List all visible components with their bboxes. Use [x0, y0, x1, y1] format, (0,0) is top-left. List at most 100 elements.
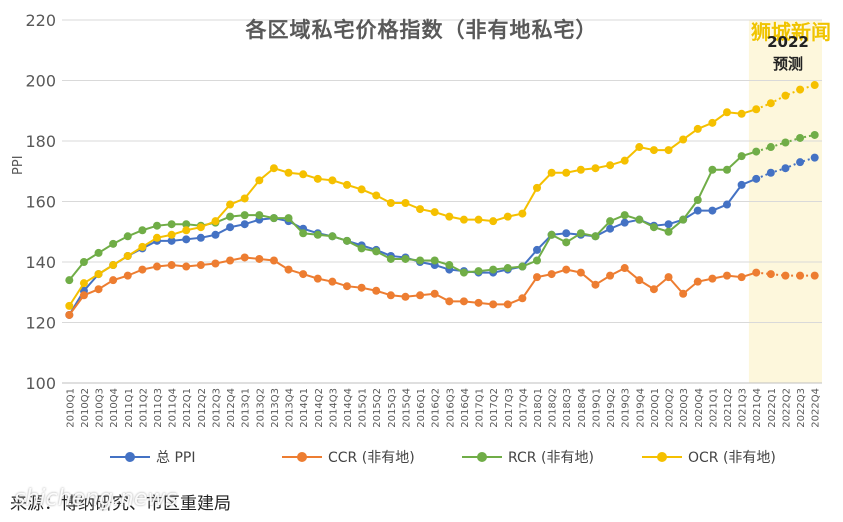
data-point-rcr — [123, 232, 132, 241]
y-tick-label: 220 — [25, 11, 56, 30]
data-point-rcr — [474, 267, 483, 276]
x-tick-label: 2011Q4 — [168, 388, 179, 428]
data-point-ocr — [386, 199, 395, 208]
data-point-ppi — [167, 236, 176, 245]
data-point-ocr — [591, 164, 600, 173]
data-point-ocr — [518, 209, 527, 218]
data-point-ocr — [401, 199, 410, 208]
data-point-ccr — [766, 270, 775, 279]
data-point-ocr — [562, 168, 571, 177]
forecast-year-label: 2022 — [767, 33, 809, 51]
data-point-ccr — [649, 285, 658, 294]
x-tick-label: 2012Q2 — [197, 388, 208, 428]
data-point-ppi — [708, 206, 717, 215]
x-tick-label: 2018Q2 — [548, 388, 559, 428]
data-point-ccr — [196, 261, 205, 270]
legend-item-ocr: OCR (非有地) — [642, 447, 822, 467]
data-point-ccr — [299, 270, 308, 279]
watermark-bottom: shicheng.news — [14, 486, 177, 511]
data-point-ccr — [357, 283, 366, 292]
data-point-rcr — [781, 138, 790, 147]
x-tick-label: 2020Q1 — [650, 388, 661, 428]
series-line-ocr — [68, 108, 757, 307]
x-tick-label: 2019Q4 — [635, 388, 646, 428]
x-tick-label: 2017Q1 — [475, 388, 486, 428]
data-point-ccr — [752, 268, 761, 277]
data-point-rcr — [372, 247, 381, 256]
data-point-ccr — [606, 271, 615, 280]
data-point-ccr — [255, 254, 264, 263]
data-point-ccr — [167, 261, 176, 270]
watermark-top: 狮城新闻 — [751, 20, 831, 44]
data-point-rcr — [153, 221, 161, 230]
x-tick-label: 2022Q4 — [811, 388, 822, 428]
x-tick-label: 2015Q2 — [372, 388, 383, 428]
data-point-rcr — [430, 256, 439, 265]
data-point-rcr — [343, 236, 351, 245]
data-point-ocr — [269, 164, 278, 173]
data-point-ocr — [547, 168, 556, 177]
data-point-ocr — [708, 118, 717, 127]
data-point-ocr — [810, 81, 819, 90]
data-point-ocr — [445, 212, 454, 221]
data-point-ccr — [547, 270, 556, 279]
data-point-ccr — [810, 271, 819, 280]
y-tick-label: 180 — [25, 132, 56, 151]
x-tick-label: 2012Q1 — [182, 388, 193, 428]
x-tick-label: 2017Q4 — [518, 388, 529, 428]
x-tick-label: 2014Q3 — [328, 388, 339, 428]
data-point-ocr — [752, 105, 761, 114]
data-point-rcr — [679, 215, 688, 224]
data-point-ocr — [240, 194, 249, 203]
data-point-rcr — [459, 268, 468, 277]
data-point-ccr — [708, 274, 717, 283]
chart-legend: 总 PPI CCR (非有地) RCR (非有地) OCR (非有地) — [110, 447, 822, 467]
data-point-ccr — [328, 277, 337, 286]
data-point-rcr — [620, 211, 629, 220]
x-tick-label: 2022Q1 — [767, 388, 778, 428]
series-forecast-line-ocr — [755, 84, 815, 111]
data-point-rcr — [649, 223, 658, 232]
x-tick-label: 2021Q1 — [708, 388, 719, 428]
data-point-rcr — [533, 256, 541, 265]
data-point-ppi — [796, 158, 805, 167]
legend-item-ppi: 总 PPI — [110, 447, 282, 467]
data-point-ccr — [533, 273, 541, 282]
data-point-ccr — [576, 268, 585, 277]
data-point-ocr — [211, 217, 220, 226]
x-tick-label: 2011Q2 — [138, 388, 149, 428]
data-point-ccr — [109, 276, 118, 285]
data-point-ocr — [416, 205, 425, 214]
x-tick-label: 2014Q1 — [299, 388, 310, 428]
data-point-ocr — [606, 161, 615, 170]
data-point-ccr — [269, 256, 278, 265]
data-point-rcr — [752, 147, 761, 156]
data-point-ccr — [153, 262, 161, 271]
x-tick-label: 2020Q2 — [665, 388, 676, 428]
series-line-ppi — [68, 177, 757, 316]
data-point-ccr — [445, 297, 454, 306]
data-point-ocr — [781, 91, 790, 100]
data-point-ocr — [664, 146, 673, 155]
x-tick-label: 2021Q4 — [752, 388, 763, 428]
data-point-ccr — [781, 271, 790, 280]
data-point-ocr — [167, 230, 176, 239]
data-point-ppi — [196, 233, 205, 242]
data-point-rcr — [357, 244, 366, 253]
x-tick-label: 2019Q2 — [606, 388, 617, 428]
data-point-rcr — [664, 227, 673, 236]
data-point-rcr — [79, 258, 88, 266]
data-point-ppi — [211, 230, 220, 239]
data-point-rcr — [94, 248, 103, 257]
data-point-rcr — [489, 265, 498, 274]
data-point-ccr — [591, 280, 600, 289]
data-point-rcr — [693, 195, 702, 204]
data-point-ccr — [401, 292, 410, 301]
data-point-ccr — [313, 274, 322, 283]
y-axis-label: PPI — [11, 155, 26, 175]
data-point-ocr — [459, 215, 468, 224]
legend-label-ppi: 总 PPI — [156, 450, 196, 466]
data-point-ocr — [255, 176, 264, 185]
data-point-ccr — [635, 276, 644, 285]
x-tick-label: 2011Q3 — [153, 388, 164, 428]
